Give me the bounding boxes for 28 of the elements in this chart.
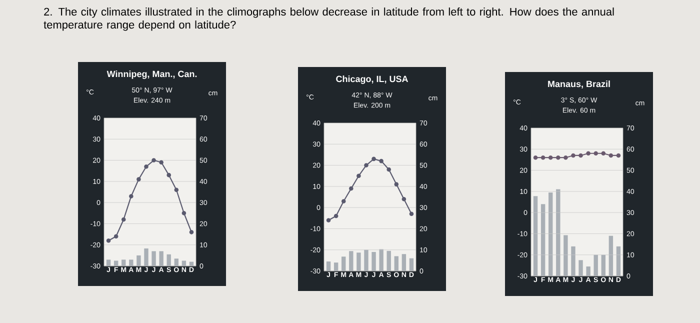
point [334, 214, 338, 218]
point [402, 196, 406, 202]
point [159, 160, 164, 165]
point [326, 218, 331, 222]
point [349, 186, 354, 191]
point [372, 156, 376, 162]
point [394, 182, 399, 186]
chart-title: Chicago, IL, USA [336, 76, 408, 84]
point [144, 164, 148, 169]
point [409, 212, 414, 216]
point [364, 163, 368, 168]
point [121, 217, 126, 222]
text: 2. The city climates illustrated in the climographs below decrease in latitude from left to right. How does the annual temperature range depend on latitude? [44, 8, 614, 31]
point [106, 238, 111, 243]
chart-title: Manaus, Brazil [548, 80, 610, 88]
point [129, 194, 134, 198]
point [189, 230, 194, 234]
point [174, 188, 179, 192]
chart-title: Winnipeg, Man., Can. [106, 70, 197, 79]
point [152, 158, 156, 162]
point [379, 158, 384, 164]
point [136, 177, 141, 182]
point [166, 172, 172, 178]
point [341, 199, 346, 204]
point [114, 234, 118, 239]
point [356, 174, 361, 178]
point [182, 210, 186, 216]
point [386, 167, 392, 172]
